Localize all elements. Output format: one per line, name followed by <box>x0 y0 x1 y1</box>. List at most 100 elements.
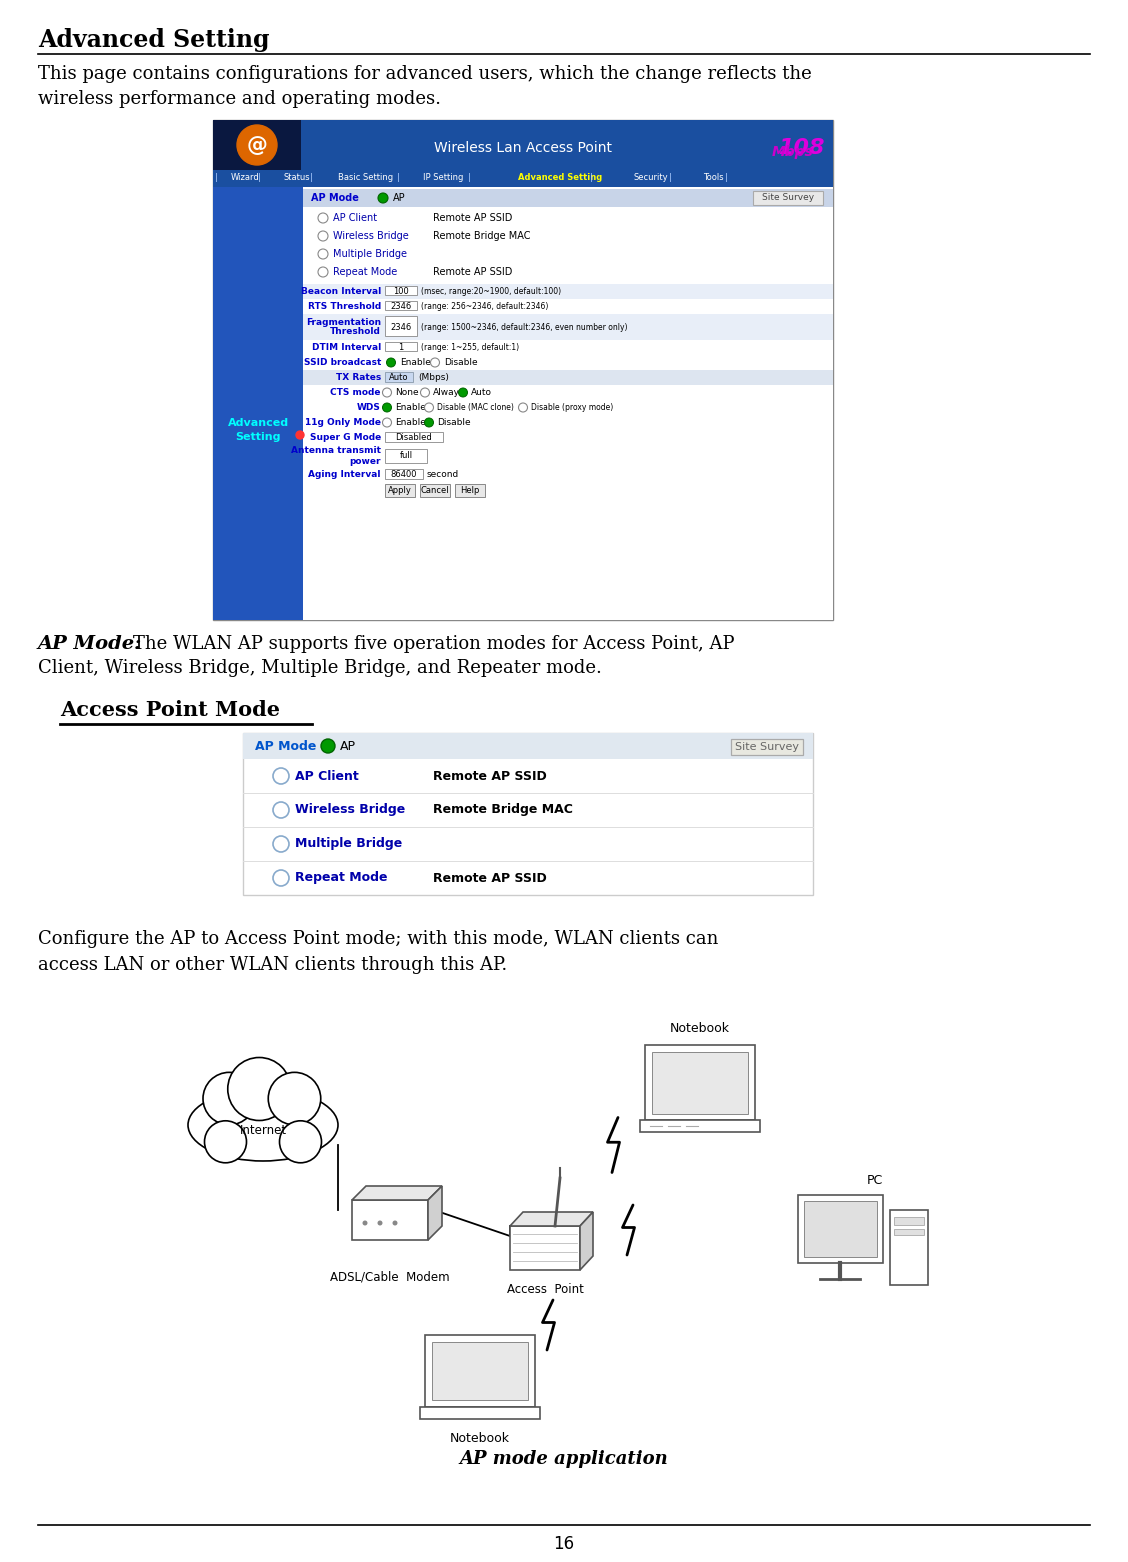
Bar <box>640 1120 760 1132</box>
Text: |: | <box>397 173 399 183</box>
Text: Access  Point: Access Point <box>506 1282 583 1296</box>
Bar <box>303 187 832 620</box>
Text: |: | <box>468 173 470 183</box>
Text: WDS: WDS <box>358 403 381 412</box>
Text: Remote AP SSID: Remote AP SSID <box>433 872 547 884</box>
Bar <box>303 189 832 208</box>
Text: AP Mode: AP Mode <box>311 194 359 203</box>
Text: AP Client: AP Client <box>333 212 377 223</box>
Circle shape <box>458 387 467 397</box>
Text: Notebook: Notebook <box>450 1432 510 1445</box>
Text: Internet: Internet <box>239 1123 287 1137</box>
Text: full: full <box>399 451 413 461</box>
Ellipse shape <box>188 1089 338 1161</box>
Text: Multiple Bridge: Multiple Bridge <box>333 248 407 259</box>
Text: Enable: Enable <box>400 358 431 367</box>
Text: Remote AP SSID: Remote AP SSID <box>433 212 512 223</box>
Text: TX Rates: TX Rates <box>336 373 381 383</box>
Text: None: None <box>395 387 418 397</box>
Text: Advanced
Setting: Advanced Setting <box>228 419 289 442</box>
Circle shape <box>424 403 433 412</box>
Text: AP mode application: AP mode application <box>459 1450 669 1468</box>
Text: @: @ <box>247 134 267 155</box>
Bar <box>731 739 803 754</box>
Text: Apply: Apply <box>388 486 412 495</box>
Text: Enable: Enable <box>395 403 426 412</box>
Circle shape <box>273 801 289 818</box>
Text: 16: 16 <box>554 1535 574 1553</box>
Bar <box>420 1407 540 1418</box>
Circle shape <box>204 1122 247 1162</box>
Circle shape <box>321 739 335 753</box>
Bar <box>890 1211 928 1286</box>
Text: Auto: Auto <box>472 387 492 397</box>
Text: (range: 1500~2346, default:2346, even number only): (range: 1500~2346, default:2346, even nu… <box>421 322 627 331</box>
Circle shape <box>378 1220 382 1226</box>
Text: Disable (MAC clone): Disable (MAC clone) <box>437 403 514 412</box>
Text: 108: 108 <box>778 137 825 158</box>
Text: Help: Help <box>460 486 479 495</box>
Bar <box>895 1217 924 1225</box>
Text: Advanced Setting: Advanced Setting <box>518 173 602 183</box>
Text: Remote AP SSID: Remote AP SSID <box>433 770 547 783</box>
Bar <box>385 301 417 309</box>
Bar <box>213 120 301 170</box>
Polygon shape <box>352 1186 442 1200</box>
Text: 11g Only Mode: 11g Only Mode <box>305 419 381 426</box>
Text: Disable: Disable <box>437 419 470 426</box>
Text: Wizard: Wizard <box>231 173 259 183</box>
Text: Auto: Auto <box>389 373 408 383</box>
Text: 2346: 2346 <box>390 322 412 331</box>
Bar <box>895 1229 924 1236</box>
Text: AP Client: AP Client <box>296 770 359 783</box>
Polygon shape <box>510 1212 593 1226</box>
Bar <box>455 484 485 497</box>
Text: This page contains configurations for advanced users, which the change reflects : This page contains configurations for ad… <box>38 66 812 83</box>
Circle shape <box>421 387 430 397</box>
Text: Site Survey: Site Survey <box>735 742 799 751</box>
Circle shape <box>228 1057 291 1120</box>
Text: (Mbps): (Mbps) <box>418 373 449 383</box>
Text: Remote Bridge MAC: Remote Bridge MAC <box>433 803 573 817</box>
Bar <box>385 469 423 480</box>
Text: Multiple Bridge: Multiple Bridge <box>296 837 403 850</box>
Text: AP Mode:: AP Mode: <box>38 636 142 653</box>
Circle shape <box>362 1220 368 1226</box>
Bar <box>303 314 832 341</box>
Text: ADSL/Cable  Modem: ADSL/Cable Modem <box>331 1270 450 1282</box>
Text: Repeat Mode: Repeat Mode <box>333 267 397 276</box>
Text: (msec, range:20~1900, default:100): (msec, range:20~1900, default:100) <box>421 287 561 297</box>
Text: |: | <box>258 173 261 183</box>
Text: Disable (proxy mode): Disable (proxy mode) <box>531 403 614 412</box>
Bar <box>754 191 823 205</box>
Bar <box>352 1200 428 1240</box>
Circle shape <box>387 358 396 367</box>
Text: Client, Wireless Bridge, Multiple Bridge, and Repeater mode.: Client, Wireless Bridge, Multiple Bridge… <box>38 659 602 676</box>
Circle shape <box>203 1073 256 1125</box>
Circle shape <box>237 125 277 166</box>
Bar <box>243 733 813 895</box>
Circle shape <box>431 358 440 367</box>
Text: 86400: 86400 <box>390 470 417 480</box>
Circle shape <box>393 1220 397 1226</box>
Bar <box>645 1045 755 1120</box>
Text: Wireless Lan Access Point: Wireless Lan Access Point <box>434 141 613 155</box>
Text: Super G Mode: Super G Mode <box>310 433 381 442</box>
Text: 100: 100 <box>394 287 408 297</box>
Text: Wireless Bridge: Wireless Bridge <box>333 231 408 241</box>
Text: SSID broadcast: SSID broadcast <box>303 358 381 367</box>
Text: RTS Threshold: RTS Threshold <box>308 301 381 311</box>
Circle shape <box>318 248 328 259</box>
Circle shape <box>318 267 328 276</box>
Bar <box>425 1336 535 1407</box>
Text: AP: AP <box>340 739 356 753</box>
Bar <box>652 1051 748 1114</box>
Text: Enable: Enable <box>395 419 426 426</box>
Circle shape <box>382 403 391 412</box>
Circle shape <box>273 836 289 851</box>
Bar <box>213 187 303 620</box>
Circle shape <box>519 403 528 412</box>
Bar <box>213 120 832 170</box>
Bar <box>385 484 415 497</box>
Text: CTS mode: CTS mode <box>331 387 381 397</box>
